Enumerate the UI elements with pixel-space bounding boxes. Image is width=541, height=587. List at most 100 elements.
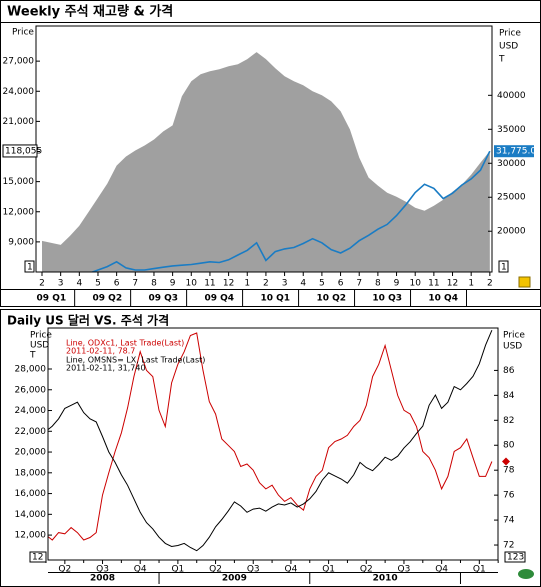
x-tick-label: Q3 (247, 565, 260, 575)
x-tick-label: Q1 (171, 565, 184, 575)
y2-tick-label: 35000 (497, 125, 526, 135)
y2-tick-label: 40000 (497, 91, 526, 101)
y-tick-label: 21,000 (3, 117, 35, 127)
y2-tick-label: 84 (503, 391, 515, 401)
x-tick-label: 12 (223, 279, 234, 289)
y-tick-label: 20,000 (15, 448, 47, 458)
x-tick-label: 10 (186, 279, 198, 289)
corner-box (498, 260, 509, 273)
y-axis-label: Price (12, 28, 34, 38)
x-tick-label: 4 (76, 279, 82, 289)
x-tick-label: Q3 (398, 565, 411, 575)
x-tick-label: 7 (356, 279, 362, 289)
legend-label: Line, OMSNS= LX, Last Trade(Last) (66, 356, 205, 365)
value-box (2, 144, 38, 158)
y-tick-label: 27,000 (3, 57, 35, 67)
quarter-label: 10 Q3 (372, 294, 402, 304)
plot-area (48, 330, 493, 552)
x-tick-label: 12 (447, 279, 458, 289)
y2-axis-label: T (498, 55, 505, 65)
y-tick-label: 16,000 (15, 489, 47, 499)
y-axis-label: T (29, 351, 36, 361)
x-tick-label: 11 (428, 279, 439, 289)
x-tick-label: 2 (39, 279, 45, 289)
y-tick-label: 18,000 (15, 468, 47, 478)
x-tick-label: 7 (132, 279, 138, 289)
y-tick-label: 14,000 (15, 510, 47, 520)
corner-box (24, 260, 35, 273)
y-tick-label: 22,000 (15, 427, 47, 437)
x-tick-label: 5 (319, 279, 325, 289)
quarter-label: 10 Q4 (428, 294, 458, 304)
x-tick-label: 5 (95, 279, 101, 289)
quarter-label: 09 Q3 (149, 294, 179, 304)
corner-label: 12 (32, 553, 43, 563)
corner-box (504, 551, 526, 563)
x-tick-label: 4 (300, 279, 306, 289)
year-label: 2009 (222, 574, 247, 584)
y-tick-label: 15,000 (3, 177, 35, 187)
y2-tick-label: 72 (503, 541, 514, 551)
x-tick-label: 3 (282, 279, 288, 289)
chart-title: Daily US 달러 VS. 주석 가격 (7, 313, 169, 328)
y2-tick-label: 82 (503, 416, 514, 426)
y-axis-label: Price (30, 331, 52, 341)
y2-axis-label: USD (503, 342, 522, 352)
y2-tick-label: 74 (503, 516, 515, 526)
y-tick-label: 24,000 (15, 406, 47, 416)
legend-label: 2011-02-11, 78.7 (66, 347, 135, 356)
x-tick-label: 3 (58, 279, 64, 289)
y-tick-label: 12,000 (15, 531, 47, 541)
y2-axis-label: USD (499, 42, 518, 52)
corner-label: 1 (27, 263, 33, 273)
x-tick-label: 8 (151, 279, 157, 289)
y2-tick-label: 25000 (497, 193, 526, 203)
icon[interactable] (518, 569, 534, 579)
y-tick-label: 9,000 (8, 237, 34, 247)
x-tick-label: Q1 (322, 565, 335, 575)
y2-tick-label: 80 (503, 441, 515, 451)
x-tick-label: 6 (114, 279, 120, 289)
y2-tick-label: 86 (503, 366, 515, 376)
x-tick-label: 2 (487, 279, 493, 289)
corner-box (29, 551, 47, 563)
value-box-label: 118,055 (5, 146, 42, 156)
chart-title: Weekly 주석 재고량 & 가격 (7, 5, 173, 20)
x-tick-label: 10 (409, 279, 421, 289)
year-label: 2010 (373, 574, 398, 584)
plot-frame (47, 327, 499, 561)
y-tick-label: 28,000 (15, 365, 47, 375)
x-tick-label: Q3 (96, 565, 109, 575)
y2-axis-label: Price (499, 29, 521, 39)
x-tick-label: 6 (338, 279, 344, 289)
y2-axis-label: Price (503, 331, 525, 341)
x-tick-label: Q4 (134, 565, 147, 575)
line (90, 150, 491, 272)
plot-area (42, 52, 491, 272)
y2-tick-label: 78 (503, 466, 515, 476)
legend-label: 2011-02-11, 31,740 (66, 364, 146, 373)
quarter-label: 09 Q4 (204, 294, 234, 304)
quarter-label: 09 Q1 (37, 294, 67, 304)
icon[interactable] (518, 276, 531, 288)
x-tick-label: Q4 (435, 565, 448, 575)
value-box-label: 31,775.0 (496, 147, 536, 157)
x-tick-label: 11 (204, 279, 215, 289)
corner-label: 1 (501, 263, 507, 273)
bottom-panel (0, 309, 541, 587)
y2-tick-label: 76 (503, 491, 515, 501)
corner-label: 123 (507, 553, 524, 563)
year-label: 2008 (90, 574, 115, 584)
x-tick-label: 1 (468, 279, 474, 289)
y-axis-label: USD (30, 341, 49, 351)
last-marker (502, 457, 510, 466)
y-tick-label: 24,000 (3, 87, 35, 97)
x-tick-label: Q2 (209, 565, 222, 575)
quarter-label: 10 Q2 (316, 294, 346, 304)
y2-tick-label: 30000 (497, 159, 526, 169)
x-tick-label: 9 (170, 279, 176, 289)
x-tick-label: Q2 (58, 565, 71, 575)
x-tick-label: 1 (244, 279, 250, 289)
value-box (494, 145, 534, 158)
